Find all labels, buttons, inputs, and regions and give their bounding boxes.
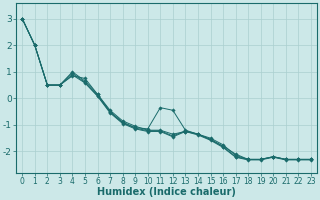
X-axis label: Humidex (Indice chaleur): Humidex (Indice chaleur) <box>97 187 236 197</box>
